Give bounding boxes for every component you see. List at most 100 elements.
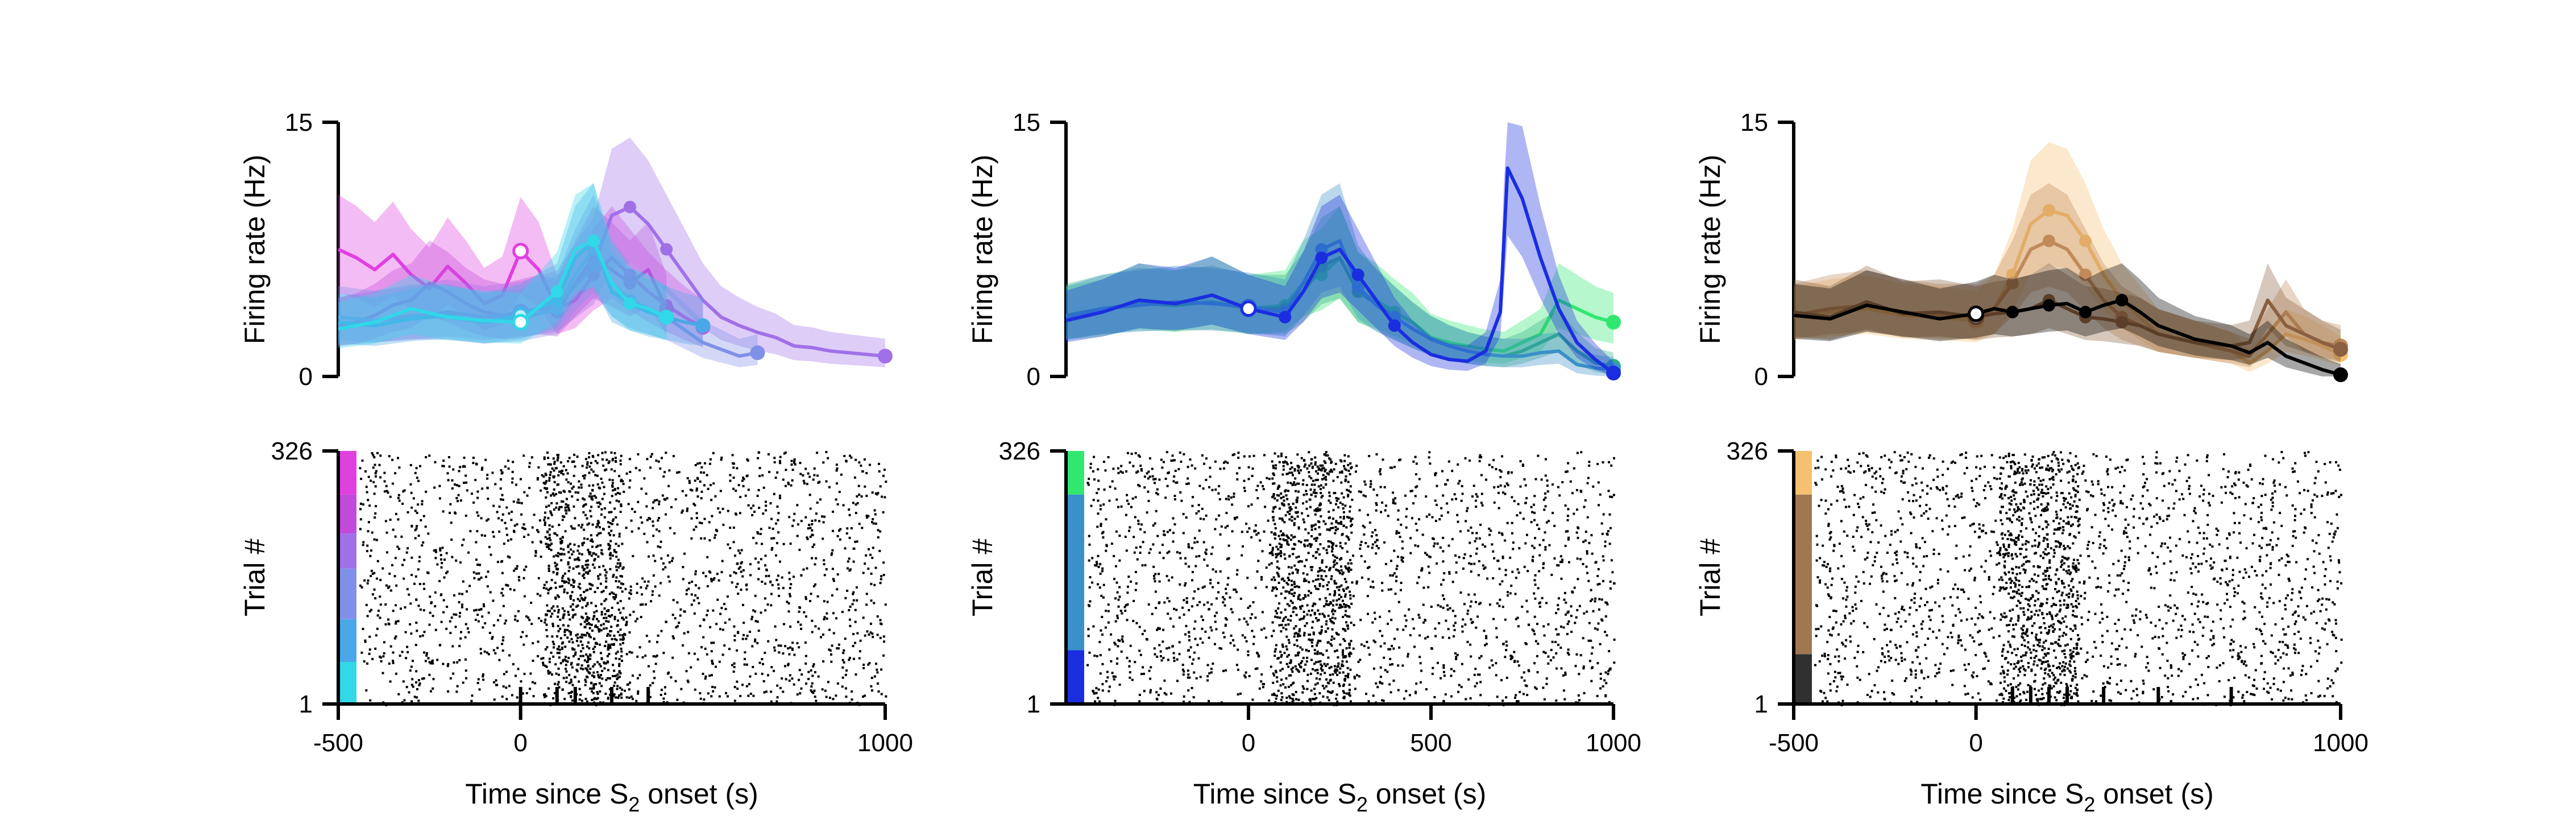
spike [561,648,563,650]
spike [505,507,508,509]
spike [620,628,622,631]
spike [700,497,703,499]
spike [648,556,650,558]
spike [1534,598,1536,600]
spike [409,602,412,604]
spike [1283,499,1285,502]
spike [1197,644,1199,646]
spike [466,608,468,611]
spike [587,524,589,526]
spike [696,597,699,599]
spike [594,474,596,477]
spike [770,537,773,540]
spike [1478,657,1480,659]
spike [1509,655,1512,657]
spike [814,519,816,521]
spike [1470,697,1472,699]
spike [737,593,739,595]
spike [1330,639,1333,641]
spike [727,510,729,512]
spike [1184,557,1187,560]
spike [546,624,548,626]
spike [1600,678,1602,680]
spike [1467,594,1470,596]
spike [448,456,450,458]
spike [851,690,853,693]
spike [1399,536,1401,538]
spike [567,460,569,462]
spike [809,494,811,496]
spike [613,549,616,551]
spike [703,698,706,701]
spike [734,554,736,557]
spike [1121,612,1123,615]
spike [565,478,567,481]
spike [728,618,731,620]
spike [1292,682,1295,684]
spike [1545,652,1547,654]
spike [1389,664,1391,666]
spike [1374,618,1376,620]
spike [581,699,583,702]
spike [1179,452,1181,454]
spike [1135,496,1137,498]
spike [1214,461,1217,463]
spike [434,557,437,559]
spike [461,606,463,608]
spike [1346,535,1348,537]
spike [1330,575,1333,577]
spike [770,518,773,520]
spike [1159,581,1161,583]
spike [1135,546,1138,549]
spike [662,652,665,654]
spike [1434,542,1436,545]
spike [590,534,592,536]
spike [597,575,599,577]
spike [607,697,609,699]
spike [1436,562,1438,565]
spike [710,499,712,501]
spike [594,558,596,560]
spike [1544,635,1546,637]
spike [584,564,587,566]
spike [1253,530,1255,532]
spike [1204,586,1206,588]
spike [704,462,706,465]
spike [374,648,376,650]
spike [812,534,814,536]
spike [1334,526,1337,528]
spike [658,461,660,463]
spike [1238,619,1241,621]
spike [1488,528,1490,530]
spike [604,569,606,571]
spike [612,482,614,484]
spike [605,627,608,630]
spike [1466,612,1469,615]
spike [764,597,766,599]
spike [545,506,547,508]
spike [764,582,766,585]
spike [1097,488,1100,490]
spike [1103,584,1105,586]
spike [1297,561,1300,563]
spike [605,580,607,582]
spike [1511,532,1513,535]
spike [512,461,514,463]
spike [1205,457,1208,459]
spike [833,632,835,635]
spike [1538,554,1541,557]
spike [551,607,553,610]
spike [596,661,599,663]
spike [636,592,638,594]
spike [1507,591,1509,593]
spike [765,569,768,571]
spike [707,585,709,587]
spike [1538,602,1541,604]
spike [1598,504,1600,506]
spike [574,465,576,467]
spike [1260,481,1262,483]
spike [1513,500,1516,502]
spike [1125,470,1127,473]
spike [813,663,815,665]
spike [367,530,370,532]
